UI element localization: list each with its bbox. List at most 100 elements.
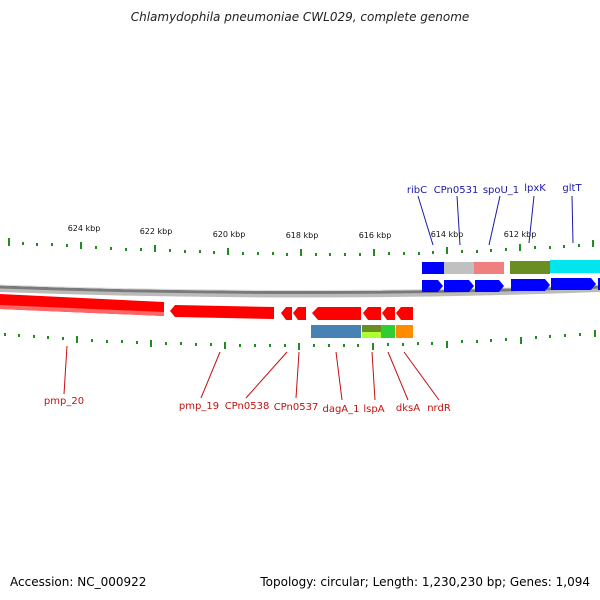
kbp-label: 612 kbp <box>504 230 537 239</box>
tick-minor <box>22 242 24 245</box>
feature-dksA <box>381 325 395 338</box>
kbp-label: 620 kbp <box>213 230 246 239</box>
leader-dagA_1 <box>335 351 343 401</box>
tick-minor <box>33 335 35 338</box>
gene-arrow-forward <box>511 279 550 291</box>
tick-major <box>298 343 300 350</box>
tick-minor <box>403 252 405 255</box>
feature-spoU_1 <box>474 262 504 274</box>
gene-arrow-reverse <box>382 307 395 320</box>
tick-minor <box>431 342 433 345</box>
genome-summary-text: Topology: circular; Length: 1,230,230 bp… <box>260 575 590 589</box>
feature-ribC <box>422 262 444 274</box>
tick-minor <box>66 244 68 247</box>
tick-major <box>446 341 448 348</box>
tick-major <box>594 330 596 337</box>
kbp-label: 622 kbp <box>140 227 173 236</box>
tick-minor <box>47 336 49 339</box>
tick-minor <box>461 250 463 253</box>
genome-backbone-shadow <box>0 286 600 298</box>
tick-minor <box>535 336 537 339</box>
tick-minor <box>140 248 142 251</box>
tick-minor <box>359 253 361 256</box>
tick-major <box>8 238 10 246</box>
tick-major <box>76 336 78 343</box>
tick-minor <box>476 340 478 343</box>
tick-minor <box>490 339 492 342</box>
tick-minor <box>242 252 244 255</box>
tick-major <box>150 340 152 347</box>
gene-label-CPn0537: CPn0537 <box>274 402 319 413</box>
leader-nrdR <box>403 351 440 401</box>
gene-label-CPn0531: CPn0531 <box>434 185 479 196</box>
gene-arrow-reverse <box>293 307 306 320</box>
leader-pmp_20 <box>63 345 68 395</box>
gene-label-pmp_20: pmp_20 <box>44 396 84 407</box>
leader-ribC <box>417 195 434 246</box>
reverse-features <box>311 325 413 338</box>
kbp-label: 618 kbp <box>286 231 319 240</box>
feature-lspA-sub <box>362 332 381 338</box>
tick-minor <box>286 253 288 256</box>
tick-major <box>224 342 226 349</box>
gene-label-pmp_19: pmp_19 <box>179 401 219 412</box>
gene-label-gltT: gltT <box>562 183 582 194</box>
tick-minor <box>254 344 256 347</box>
tick-minor <box>269 344 271 347</box>
tick-major <box>373 249 375 256</box>
top-label-lines <box>417 195 574 246</box>
tick-major <box>154 245 156 252</box>
tick-minor <box>534 246 536 249</box>
kbp-label: 624 kbp <box>68 224 101 233</box>
tick-minor <box>257 252 259 255</box>
leader-CPn0531 <box>456 195 461 246</box>
tick-minor <box>418 252 420 255</box>
tick-minor <box>165 342 167 345</box>
tick-minor <box>387 343 389 346</box>
tick-minor <box>388 252 390 255</box>
tick-minor <box>195 343 197 346</box>
tick-minor <box>461 340 463 343</box>
tick-minor <box>505 248 507 251</box>
tick-minor <box>432 251 434 254</box>
feature-nrdR <box>396 325 413 338</box>
gene-label-CPn0538: CPn0538 <box>225 401 270 412</box>
tick-minor <box>51 243 53 246</box>
gene-arrow-reverse <box>312 307 361 320</box>
tick-minor <box>329 253 331 256</box>
tick-major <box>227 248 229 255</box>
tick-minor <box>239 344 241 347</box>
tick-minor <box>402 343 404 346</box>
gene-arrow-forward <box>475 280 504 292</box>
feature-gltT <box>550 260 600 273</box>
top-ticks <box>8 238 594 256</box>
gene-label-dagA_1: dagA_1 <box>322 404 359 415</box>
tick-minor <box>210 343 212 346</box>
tick-major <box>592 240 594 247</box>
tick-minor <box>18 334 20 337</box>
gene-label-lpxK: lpxK <box>524 183 546 194</box>
tick-minor <box>315 253 317 256</box>
tick-minor <box>417 342 419 345</box>
feature-CPn0531 <box>444 262 474 274</box>
leader-CPn0538 <box>245 351 288 399</box>
gene-arrow-reverse <box>363 307 381 320</box>
kbp-labels: 624 kbp 622 kbp 620 kbp 618 kbp 616 kbp … <box>68 224 537 240</box>
tick-minor <box>564 334 566 337</box>
tick-major <box>520 337 522 344</box>
leader-CPn0537 <box>295 351 300 399</box>
tick-minor <box>490 249 492 252</box>
tick-minor <box>313 344 315 347</box>
tick-major <box>80 242 82 249</box>
tick-minor <box>272 252 274 255</box>
gene-label-lspA: lspA <box>363 404 384 415</box>
tick-minor <box>4 333 6 336</box>
gene-label-spoU_1: spoU_1 <box>483 185 519 196</box>
tick-minor <box>549 246 551 249</box>
gene-arrow-reverse <box>0 305 164 316</box>
tick-minor <box>579 333 581 336</box>
tick-minor <box>91 339 93 342</box>
feature-dagA_1 <box>311 325 361 338</box>
tick-minor <box>121 340 123 343</box>
tick-minor <box>328 344 330 347</box>
